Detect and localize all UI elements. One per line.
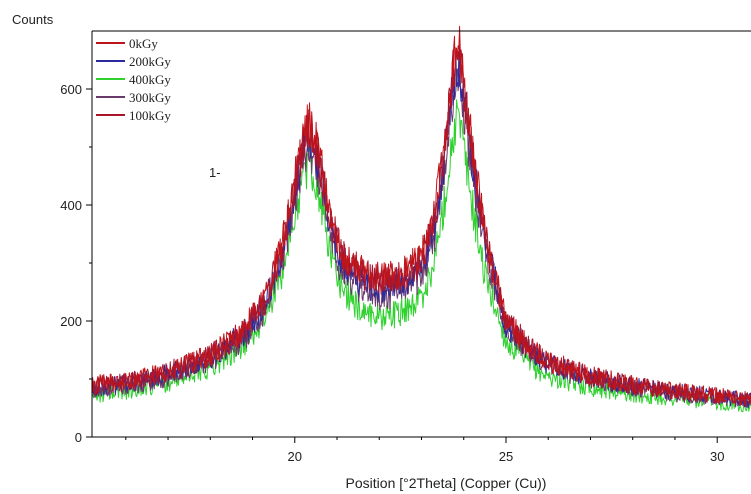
legend-label: 300kGy — [129, 90, 171, 105]
legend-label: 400kGy — [129, 72, 171, 87]
y-tick-label: 400 — [60, 198, 82, 213]
y-ticks: 0 200 400 600 — [60, 82, 92, 445]
legend-label: 0kGy — [129, 36, 158, 51]
x-tick-label: 30 — [710, 449, 724, 464]
series-line-100kGy — [91, 43, 751, 407]
legend-label: 100kGy — [129, 108, 171, 123]
legend: 0kGy 200kGy 400kGy 300kGy 100kGy — [96, 36, 171, 123]
peak-annotation: 1- — [209, 165, 221, 180]
x-tick-label: 25 — [499, 449, 513, 464]
y-tick-label: 600 — [60, 82, 82, 97]
series-layer — [91, 25, 751, 413]
y-tick-label: 200 — [60, 314, 82, 329]
legend-label: 200kGy — [129, 54, 171, 69]
x-tick-label: 20 — [288, 449, 302, 464]
series-line-200kGy — [91, 53, 751, 409]
x-axis-label: Position [°2Theta] (Copper (Cu)) — [346, 475, 547, 491]
x-ticks: 20 25 30 — [125, 437, 724, 464]
y-tick-label: 0 — [75, 430, 82, 445]
y-axis-label: Counts — [12, 12, 54, 27]
series-line-0kGy — [91, 25, 751, 406]
